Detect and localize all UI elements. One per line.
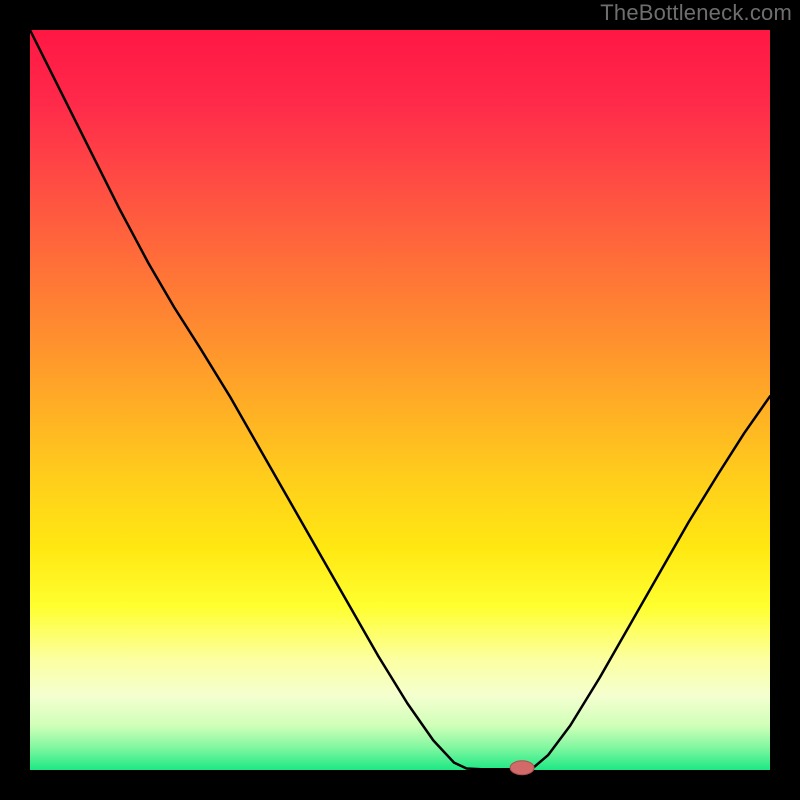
chart-container: TheBottleneck.com <box>0 0 800 800</box>
optimal-marker <box>510 761 534 775</box>
plot-area <box>30 30 770 770</box>
attribution-text: TheBottleneck.com <box>600 0 792 26</box>
bottleneck-chart <box>0 0 800 800</box>
